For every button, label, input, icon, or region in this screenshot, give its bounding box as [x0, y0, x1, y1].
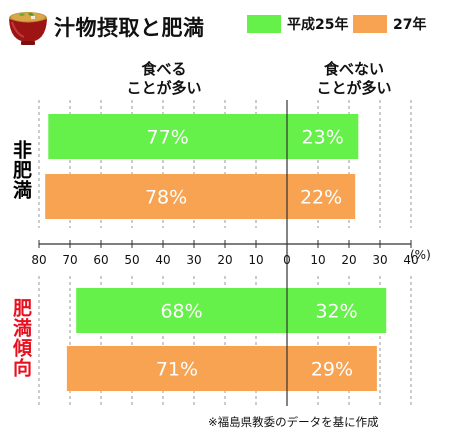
x-tick-label: 80 [31, 253, 46, 267]
header-not-eat: 食べない ことが多い [316, 60, 392, 97]
legend-label-h25: 平成25年 [287, 17, 349, 33]
x-tick-label: 10 [310, 253, 325, 267]
bar-not-eat [287, 346, 377, 391]
x-tick-label: 30 [372, 253, 387, 267]
bar-not-eat [287, 114, 359, 159]
legend-item-h27: 27年 [353, 14, 426, 34]
chart-title: 汁物摂取と肥満 [54, 16, 205, 40]
value-label-not-eat: 22% [300, 187, 342, 209]
x-tick-label: 70 [62, 253, 77, 267]
group-label-non-obese: 非肥満 [10, 140, 32, 200]
value-label-eat: 77% [147, 127, 189, 149]
x-tick-label: 60 [93, 253, 108, 267]
x-tick-label: 40 [155, 253, 170, 267]
x-tick-label: 0 [283, 253, 291, 267]
value-label-not-eat: 29% [311, 359, 353, 381]
x-tick-label: 20 [341, 253, 356, 267]
x-tick-label: 10 [248, 253, 263, 267]
bar-eat [45, 174, 288, 219]
header-eat: 食べる ことが多い [126, 60, 202, 97]
legend-swatch-h25 [247, 15, 281, 33]
value-label-eat: 71% [156, 359, 198, 381]
value-label-eat: 68% [160, 301, 202, 323]
bar-eat [66, 346, 288, 391]
x-tick-label: 30 [186, 253, 201, 267]
legend-item-h25: 平成25年 [247, 14, 348, 34]
value-label-not-eat: 32% [315, 301, 357, 323]
x-tick-label: 40 [403, 253, 418, 267]
bar-not-eat [287, 288, 387, 333]
x-tick-label: 20 [217, 253, 232, 267]
group-label-obese-tendency: 肥満傾向 [10, 298, 32, 378]
bar-not-eat [287, 174, 356, 219]
bar-eat [48, 114, 287, 159]
source-note: ※福島県教委のデータを基に作成 [208, 415, 379, 429]
bar-eat [76, 288, 287, 333]
miso-soup-bowl-icon [9, 12, 47, 45]
legend-label-h27: 27年 [393, 17, 427, 33]
x-tick-label: 50 [124, 253, 139, 267]
value-label-not-eat: 23% [302, 127, 344, 149]
legend-swatch-h27 [353, 15, 387, 33]
value-label-eat: 78% [145, 187, 187, 209]
axis-unit: (%) [410, 248, 431, 262]
